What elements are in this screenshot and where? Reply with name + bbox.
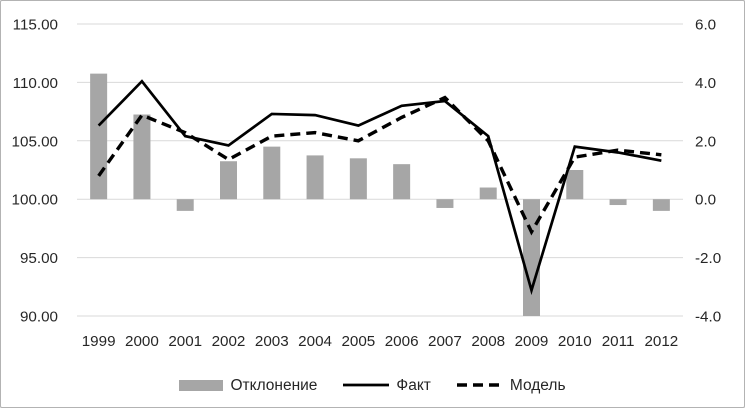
- fact-line-swatch-icon: [343, 383, 390, 387]
- x-axis-tick-label: 2003: [255, 333, 289, 350]
- x-axis-tick-label: 2011: [602, 333, 635, 350]
- deviation-bar-2006: [393, 164, 411, 200]
- model-line: [97, 95, 662, 236]
- legend-label-fact: Факт: [396, 376, 431, 394]
- x-axis-tick-label: 2005: [341, 333, 375, 350]
- deviation-bar-2010: [566, 170, 584, 200]
- x-axis-tick-label: 2006: [385, 333, 419, 350]
- x-axis-tick-label: 2004: [298, 333, 332, 350]
- chart-legend: Отклонение Факт Модель: [1, 376, 744, 394]
- deviation-swatch-icon: [179, 379, 224, 391]
- right-axis-tick-label: 4.0: [695, 75, 716, 92]
- x-axis-tick-label: 2007: [428, 333, 462, 350]
- x-axis-tick-label: 2002: [212, 333, 246, 350]
- right-axis-tick-label: 0.0: [695, 192, 716, 209]
- right-axis-tick-label: 6.0: [695, 17, 716, 34]
- deviation-bar-2001: [176, 199, 194, 211]
- deviation-bar-2002: [220, 161, 237, 200]
- right-axis-tick-label: -4.0: [695, 309, 721, 326]
- x-axis-tick-label: 2008: [471, 333, 505, 350]
- deviation-bar-2003: [263, 146, 281, 200]
- legend-label-model: Модель: [509, 376, 566, 394]
- deviation-bar-2005: [349, 158, 367, 200]
- left-axis-tick-label: 115.00: [13, 17, 58, 34]
- combo-chart: 115.00 110.00 105.00 100.00 95.00 90.00 6.0 4.0…: [12, 17, 722, 351]
- left-axis-tick-label: 100.00: [12, 192, 58, 209]
- deviation-bar-2009: [523, 199, 540, 316]
- deviation-bar-1999: [90, 73, 108, 200]
- left-axis-tick-label: 90.00: [20, 309, 58, 326]
- deviation-bar-2004: [306, 155, 324, 200]
- deviation-bar-2012: [652, 199, 670, 211]
- left-axis-tick-label: 105.00: [12, 133, 58, 150]
- x-axis-tick-label: 2010: [558, 333, 592, 350]
- legend-item-model: Модель: [456, 376, 566, 394]
- deviation-bar-2011: [609, 199, 627, 206]
- x-axis-tick-label: 2009: [515, 333, 549, 350]
- deviation-bar-2000: [133, 114, 151, 200]
- left-axis-tick-label: 110.00: [13, 75, 58, 92]
- x-axis-tick-label: 2012: [644, 333, 678, 350]
- deviation-bar-2008: [479, 187, 497, 200]
- x-axis-tick-label: 2001: [168, 333, 202, 350]
- model-line-swatch-icon: [456, 383, 503, 388]
- legend-label-deviation: Отклонение: [230, 376, 318, 394]
- left-axis-tick-label: 95.00: [20, 250, 58, 267]
- legend-item-fact: Факт: [343, 376, 431, 394]
- x-axis-tick-label: 1999: [82, 333, 116, 350]
- x-axis-tick-label: 2000: [125, 333, 159, 350]
- legend-item-deviation: Отклонение: [179, 376, 318, 394]
- deviation-bar-2007: [436, 199, 454, 208]
- right-axis-tick-label: 2.0: [695, 133, 716, 150]
- right-axis-tick-label: -2.0: [695, 250, 721, 267]
